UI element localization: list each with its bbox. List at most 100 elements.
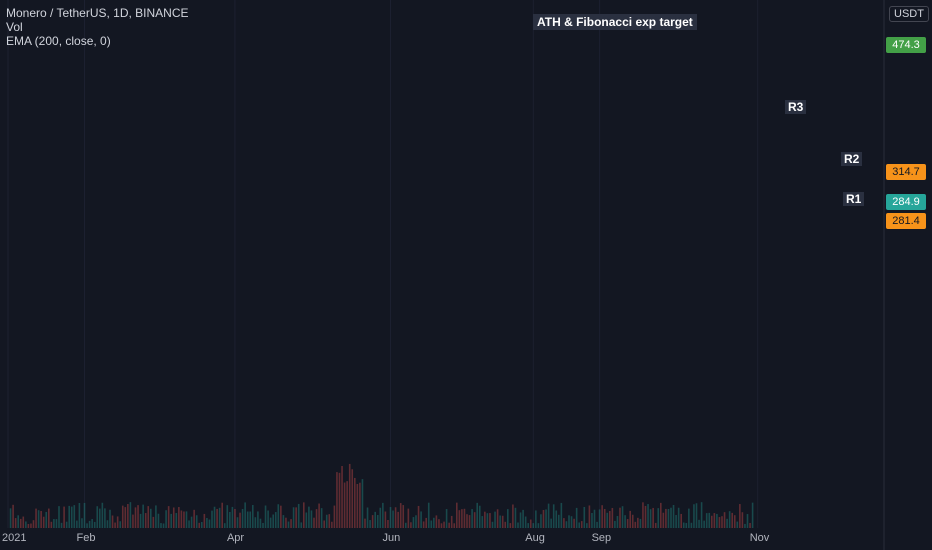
volume-bar: [178, 507, 180, 528]
volume-bar: [157, 513, 160, 528]
volume-bar: [216, 508, 218, 528]
volume-bar: [30, 523, 32, 528]
volume-bar: [14, 518, 17, 528]
volume-bar: [111, 515, 114, 528]
volume-bar: [496, 509, 499, 528]
volume-bar: [374, 511, 376, 528]
volume-indicator[interactable]: Vol: [6, 20, 23, 34]
volume-bar: [42, 516, 45, 528]
volume-bar: [440, 523, 443, 528]
volume-bar: [746, 514, 749, 528]
volume-bar: [739, 504, 741, 528]
volume-bar: [73, 505, 76, 528]
volume-bar: [338, 472, 341, 528]
volume-bar: [591, 512, 593, 528]
volume-bar: [402, 505, 405, 528]
volume-bar: [129, 502, 132, 528]
volume-bar: [183, 511, 185, 528]
volume-bar: [448, 522, 450, 528]
volume-bar: [711, 515, 713, 528]
volume-bar: [218, 507, 221, 528]
volume-bar: [165, 510, 167, 528]
volume-bar: [478, 505, 481, 528]
volume-bar: [83, 502, 86, 528]
volume-bars: [9, 463, 754, 528]
volume-bar: [12, 504, 14, 528]
volume-bar: [305, 512, 308, 528]
volume-bar: [37, 510, 40, 528]
volume-bar: [86, 523, 88, 528]
volume-bar: [542, 509, 545, 528]
volume-bar: [580, 521, 583, 528]
volume-bar: [736, 521, 739, 528]
volume-bar: [568, 515, 570, 528]
volume-bar: [611, 507, 614, 528]
volume-bar: [331, 521, 333, 528]
volume-bar: [175, 513, 178, 528]
volume-bar: [96, 506, 99, 528]
volume-bar: [88, 520, 91, 528]
volume-bar: [509, 523, 512, 528]
volume-bar: [657, 508, 660, 528]
symbol-title[interactable]: Monero / TetherUS, 1D, BINANCE: [6, 6, 189, 20]
volume-bar: [660, 502, 662, 528]
r2-label[interactable]: R2: [841, 152, 863, 166]
volume-bar: [310, 510, 313, 528]
volume-bar: [132, 514, 134, 528]
volume-bar: [267, 510, 269, 528]
volume-bar: [193, 509, 195, 528]
r2-price-badge: 314.7: [886, 164, 926, 180]
volume-bar: [629, 510, 631, 528]
volume-bar: [252, 505, 254, 528]
volume-bar: [527, 523, 529, 528]
volume-bar: [104, 508, 106, 528]
volume-bar: [616, 516, 619, 528]
volume-bar: [241, 509, 244, 528]
volume-bar: [152, 516, 155, 528]
volume-bar: [540, 514, 542, 528]
volume-bar: [226, 505, 229, 528]
volume-bar: [494, 511, 496, 528]
volume-bar: [93, 521, 96, 528]
r1-label[interactable]: R1: [843, 192, 865, 206]
volume-bar: [269, 517, 272, 528]
volume-bar: [420, 511, 422, 528]
volume-bar: [693, 504, 695, 528]
volume-bar: [486, 513, 489, 528]
volume-bar: [484, 511, 486, 528]
volume-bar: [662, 512, 665, 528]
ath-fib-annotation[interactable]: ATH & Fibonacci exp target: [533, 14, 697, 30]
volume-bar: [318, 503, 320, 528]
volume-bar: [188, 520, 190, 528]
currency-button[interactable]: USDT: [889, 6, 929, 22]
volume-bar: [246, 511, 249, 528]
volume-bar: [333, 505, 336, 528]
volume-bar: [48, 508, 50, 528]
volume-bar: [491, 521, 494, 528]
volume-bar: [682, 522, 685, 528]
volume-bar: [397, 511, 399, 528]
ema-indicator[interactable]: EMA (200, close, 0): [6, 34, 111, 48]
volume-bar: [680, 513, 682, 528]
volume-bar: [430, 520, 433, 528]
volume-bar: [555, 510, 558, 528]
volume-bar: [366, 507, 369, 528]
volume-bar: [512, 504, 514, 528]
volume-bar: [387, 519, 389, 528]
volume-bar: [58, 506, 60, 528]
volume-bar: [68, 505, 70, 528]
volume-bar: [384, 511, 387, 528]
volume-bar: [170, 513, 172, 528]
volume-bar: [749, 522, 751, 528]
volume-bar: [394, 507, 397, 528]
r3-label[interactable]: R3: [785, 100, 807, 114]
volume-bar: [351, 469, 354, 528]
ath-price-badge: 474.3: [886, 37, 926, 53]
x-tick-label: Sep: [592, 532, 612, 544]
volume-bar: [652, 507, 654, 528]
volume-bar: [60, 522, 63, 528]
volume-bar: [213, 506, 216, 528]
volume-bar: [116, 516, 119, 528]
